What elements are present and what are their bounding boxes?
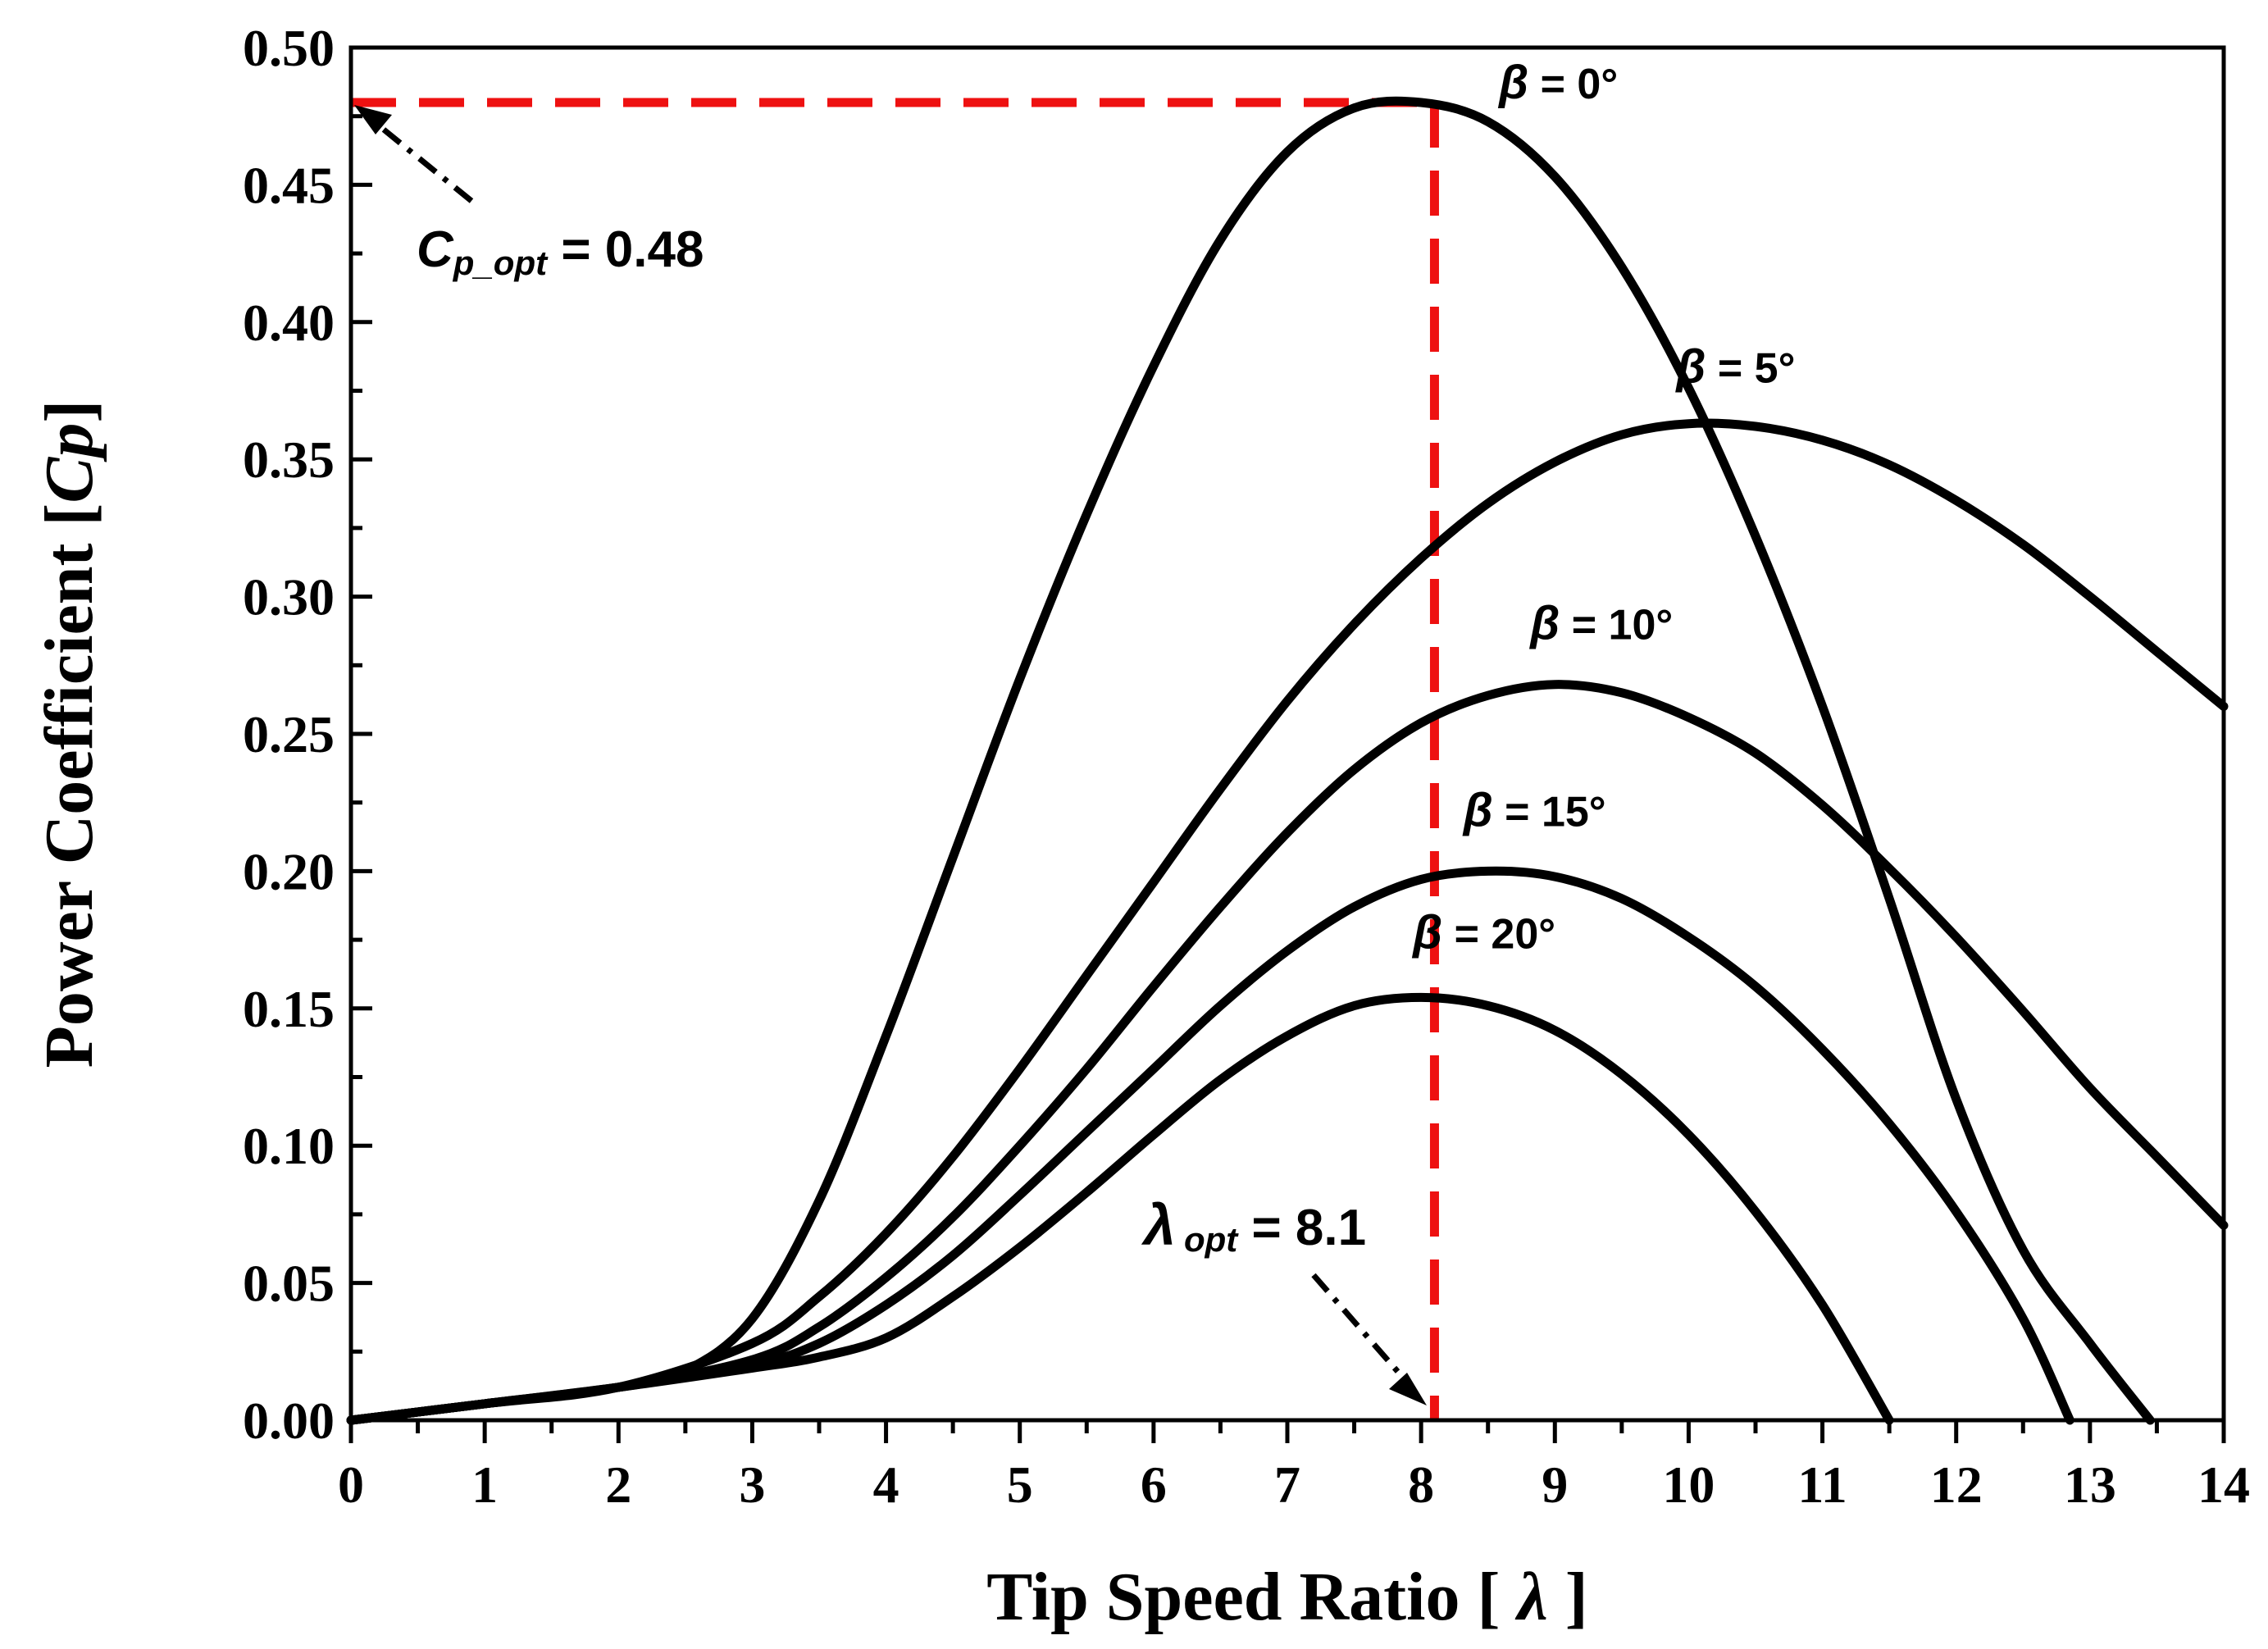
beta-value: = 0° [1528, 61, 1618, 108]
cp-opt-arrow-line [368, 116, 474, 203]
series-label: β = 20° [1411, 905, 1555, 959]
cp-curve-beta-15 [346, 866, 2074, 1425]
y-tick-label: 0.00 [243, 1392, 335, 1450]
plot-frame [348, 45, 2226, 1423]
beta-value: = 10° [1560, 602, 1673, 649]
series-label: β = 5° [1674, 340, 1795, 394]
y-tick-label: 0.40 [243, 294, 335, 352]
y-tick-label: 0.45 [243, 156, 335, 214]
x-axis-title: Tip Speed Ratio [ λ ] [986, 1559, 1588, 1635]
series-label: β = 10° [1528, 597, 1673, 650]
beta-symbol: β [1674, 340, 1706, 394]
x-tick-label: 5 [1007, 1455, 1033, 1514]
x-tick-label: 3 [739, 1455, 765, 1514]
x-tick-label: 11 [1797, 1455, 1847, 1514]
y-tick-label: 0.05 [243, 1255, 335, 1313]
lambda-opt-annotation: λ opt = 8.1 [1141, 1193, 1427, 1405]
cp-curve-beta-20 [346, 992, 1894, 1425]
x-tick-label: 9 [1542, 1455, 1568, 1514]
y-tick-label: 0.20 [243, 842, 335, 900]
y-tick-label: 0.25 [243, 705, 335, 763]
x-tick-label: 1 [471, 1455, 498, 1514]
cp-opt-arrowhead [354, 105, 392, 134]
cp-curve-beta-10 [346, 680, 2229, 1425]
cp-curves [346, 96, 2229, 1425]
lambda-opt-subscript: opt [1184, 1220, 1239, 1259]
beta-symbol: β [1411, 905, 1442, 959]
y-tick-label: 0.30 [243, 568, 335, 626]
x-tick-label: 12 [1930, 1455, 1983, 1514]
lambda-opt-equals: = [1237, 1200, 1296, 1256]
beta-symbol: β [1462, 783, 1493, 836]
cp-opt-equals: = [547, 221, 605, 278]
series-label: β = 0° [1497, 56, 1618, 109]
beta-symbol: β [1528, 597, 1560, 650]
series-label: β = 15° [1462, 783, 1606, 836]
y-axis-title-text: Power Coefficient [31, 544, 107, 1068]
lambda-opt-arrow-line [1311, 1273, 1411, 1387]
cp-curve-beta-5 [346, 418, 2229, 1425]
x-tick-label: 0 [338, 1455, 364, 1514]
cp-opt-annotation: Cp_opt = 0.48 [354, 105, 704, 282]
y-axis-ticks: 0.00 0.05 0.10 0.15 0.20 0.25 0.30 0.35 0.40 0.45… [243, 19, 372, 1450]
x-tick-label: 10 [1662, 1455, 1715, 1514]
beta-value: = 15° [1493, 788, 1606, 836]
cp-opt-value: 0.48 [605, 221, 704, 278]
cp-opt-symbol: C [417, 221, 454, 278]
beta-symbol: β [1497, 56, 1528, 109]
cp-opt-subscript: p_opt [453, 244, 549, 282]
x-tick-label: 14 [2197, 1455, 2250, 1514]
lambda-opt-arrowhead [1389, 1373, 1427, 1405]
series-labels: β = 0°β = 5°β = 10°β = 15°β = 20° [1411, 56, 1795, 959]
y-axis-title: Power Coefficient [Cp] [31, 400, 107, 1068]
x-tick-label: 7 [1274, 1455, 1300, 1514]
y-tick-label: 0.15 [243, 980, 335, 1038]
cp-opt-label: Cp_opt = 0.48 [417, 221, 704, 282]
x-tick-label: 4 [873, 1455, 899, 1514]
y-tick-label: 0.10 [243, 1117, 335, 1175]
x-tick-label: 6 [1141, 1455, 1167, 1514]
y-tick-label: 0.35 [243, 430, 335, 489]
x-axis-variable: λ [1514, 1559, 1547, 1635]
lambda-opt-symbol: λ [1141, 1193, 1176, 1257]
x-tick-label: 2 [605, 1455, 631, 1514]
beta-value: = 5° [1706, 345, 1795, 393]
x-tick-label: 8 [1408, 1455, 1434, 1514]
lambda-opt-label: λ opt = 8.1 [1141, 1193, 1366, 1259]
beta-value: = 20° [1442, 910, 1555, 958]
optimum-reference-lines [351, 98, 1439, 1420]
cp-curve-beta-0 [346, 96, 2155, 1425]
x-axis-ticks: 0 1 2 3 4 5 6 7 8 9 10 11 12 13 14 [338, 1420, 2250, 1514]
x-axis-title-text: Tip Speed Ratio [986, 1559, 1460, 1635]
lambda-opt-value: 8.1 [1296, 1200, 1366, 1256]
y-axis-variable: Cp [31, 423, 107, 503]
y-tick-label: 0.50 [243, 19, 335, 77]
x-tick-label: 13 [2064, 1455, 2116, 1514]
